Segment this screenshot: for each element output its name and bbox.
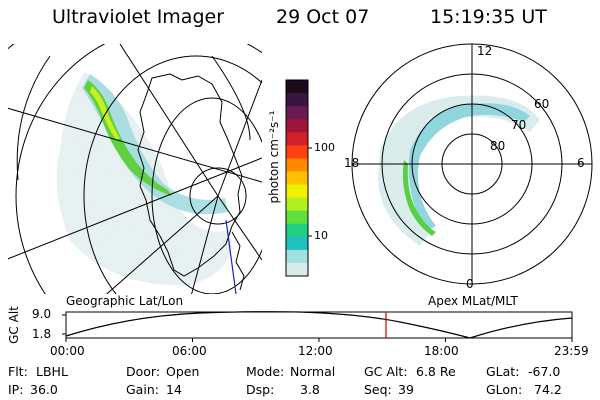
aurora-cyan-band xyxy=(82,74,228,215)
polar-aurora-cyan xyxy=(408,103,530,230)
spacecraft-track xyxy=(225,219,237,294)
colorbar-segment xyxy=(286,223,308,238)
ip-label: IP: xyxy=(8,382,24,397)
gc-alt-value: 6.8 Re xyxy=(416,364,456,379)
mlt-label-18: 18 xyxy=(344,156,360,170)
polar-panel-label: Apex MLat/MLT xyxy=(428,294,518,308)
polar-aurora-green xyxy=(402,160,436,236)
altitude-ylabel: GC Alt xyxy=(7,306,21,344)
colorbar-tick-100: 100 xyxy=(314,141,335,154)
glon-label: GLon: xyxy=(486,382,523,397)
colorbar-segment xyxy=(286,132,308,146)
antarctica-coastline xyxy=(137,73,243,277)
peninsula-coastline xyxy=(231,231,245,291)
colorbar-segment xyxy=(286,184,308,199)
colorbar xyxy=(285,79,312,277)
colorbar-segment xyxy=(286,80,308,94)
mode-value: Normal xyxy=(290,364,336,379)
altitude-curve xyxy=(65,311,573,339)
altitude-ytick-9: 9.0 xyxy=(32,307,52,321)
colorbar-segment xyxy=(286,262,308,277)
colorbar-unit-label: photon cm⁻²s⁻¹ xyxy=(267,110,281,204)
colorbar-segment xyxy=(286,171,308,186)
glat-label: GLat: xyxy=(486,364,520,379)
glon-value: 74.2 xyxy=(534,382,562,397)
aurora-bright-core xyxy=(90,86,120,140)
altitude-xtick-1200: 12:00 xyxy=(298,344,333,358)
polar-plot xyxy=(351,43,593,285)
instrument-title: Ultraviolet Imager xyxy=(52,6,225,28)
mlt-label-6: 6 xyxy=(577,156,585,170)
mlt-label-0: 0 xyxy=(466,277,474,291)
geographic-map xyxy=(8,44,262,294)
polar-aurora-speckle xyxy=(378,95,540,246)
seq-value: 39 xyxy=(398,382,414,397)
colorbar-segment xyxy=(286,145,308,159)
glat-value: -67.0 xyxy=(528,364,561,379)
mlat-label-70: 70 xyxy=(511,118,527,132)
geo-grid xyxy=(8,44,262,294)
door-value: Open xyxy=(166,364,200,379)
colorbar-frame xyxy=(285,79,309,277)
gc-alt-label: GC Alt: xyxy=(364,364,408,379)
colorbar-segment xyxy=(286,119,308,133)
flt-value: LBHL xyxy=(36,364,68,379)
altitude-xtick-2359: 23:59 xyxy=(554,344,589,358)
colorbar-segment xyxy=(286,106,308,120)
colorbar-segment xyxy=(286,249,308,264)
altitude-ytick-1-8: 1.8 xyxy=(32,327,52,341)
mlt-label-12: 12 xyxy=(477,44,493,58)
dsp-label: Dsp: xyxy=(246,382,275,397)
gain-value: 14 xyxy=(166,382,182,397)
colorbar-tick-10: 10 xyxy=(314,229,328,242)
colorbar-segment xyxy=(286,93,308,107)
dsp-value: 3.8 xyxy=(300,382,320,397)
mode-label: Mode: xyxy=(246,364,285,379)
geo-panel-label: Geographic Lat/Lon xyxy=(66,294,184,308)
colorbar-segment xyxy=(286,236,308,251)
mlat-label-80: 80 xyxy=(490,139,506,153)
mlat-label-60: 60 xyxy=(534,97,550,111)
date-label: 29 Oct 07 xyxy=(276,6,370,28)
colorbar-segment xyxy=(286,210,308,225)
geo-outer-arcs xyxy=(16,55,251,181)
altitude-plot xyxy=(62,311,573,342)
colorbar-segment xyxy=(286,197,308,212)
altitude-xtick-0000: 00:00 xyxy=(50,344,85,358)
door-label: Door: xyxy=(126,364,161,379)
ip-value: 36.0 xyxy=(30,382,58,397)
altitude-xtick-0600: 06:00 xyxy=(172,344,207,358)
altitude-xtick-1800: 18:00 xyxy=(424,344,459,358)
time-label: 15:19:35 UT xyxy=(430,6,547,28)
seq-label: Seq: xyxy=(364,382,392,397)
colorbar-segment xyxy=(286,158,308,172)
gain-label: Gain: xyxy=(126,382,159,397)
flt-label: Flt: xyxy=(8,364,28,379)
